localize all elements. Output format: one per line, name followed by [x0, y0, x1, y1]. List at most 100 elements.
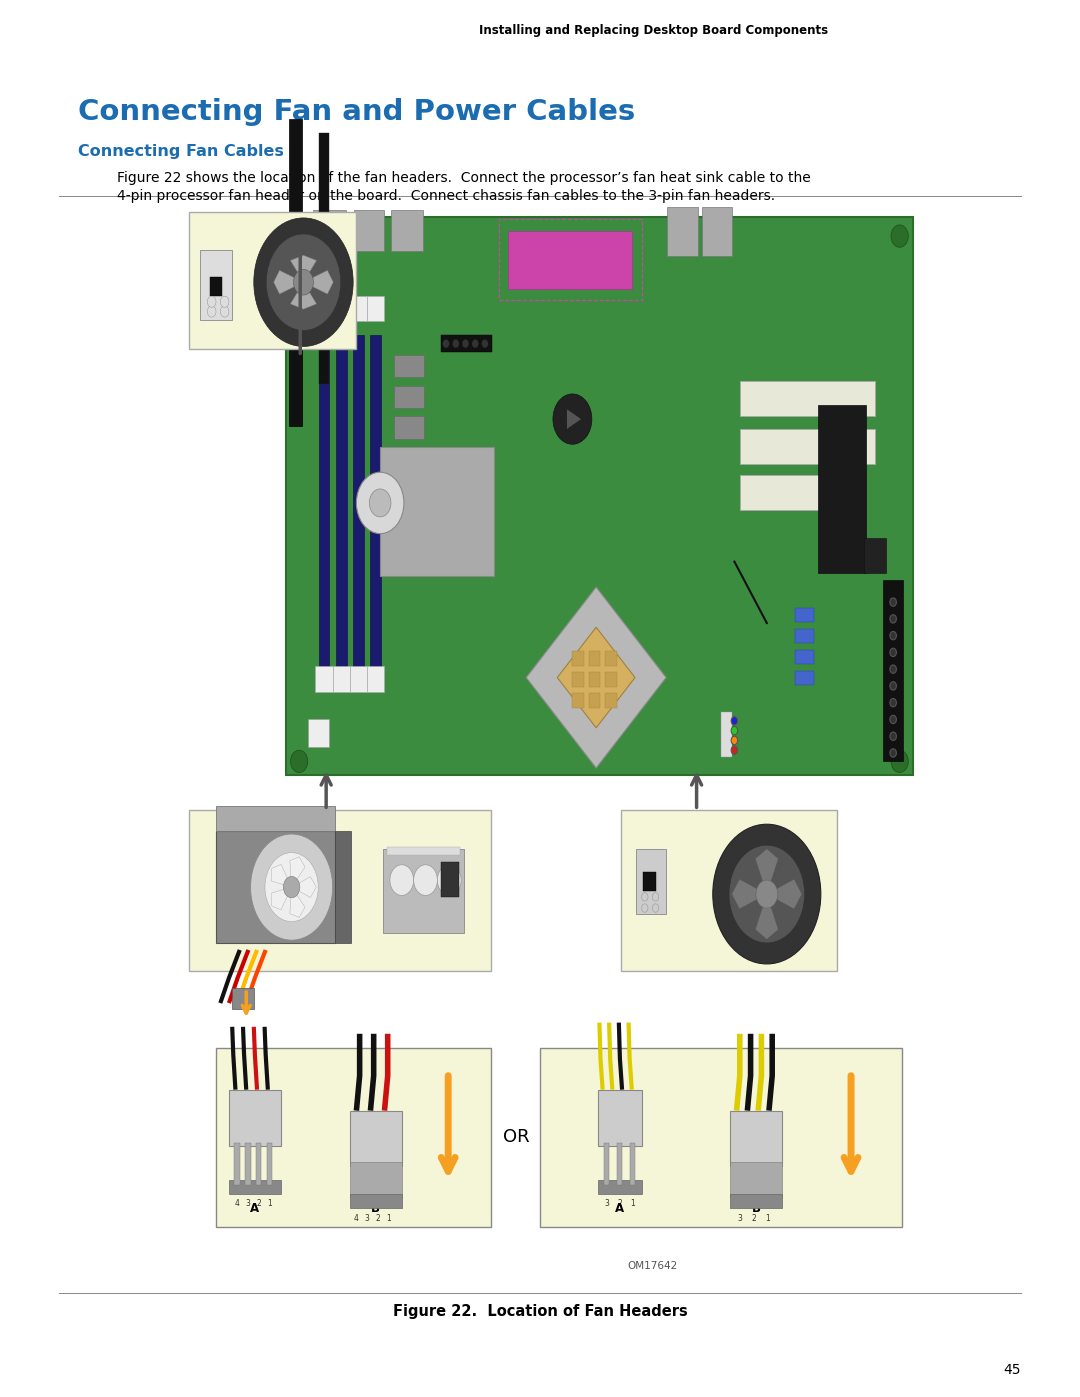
Bar	[335, 831, 351, 943]
Bar	[740, 475, 826, 510]
Text: 1: 1	[267, 1199, 272, 1207]
Circle shape	[890, 615, 896, 623]
Text: OM17642: OM17642	[627, 1260, 677, 1271]
Text: 1: 1	[387, 1214, 391, 1222]
Polygon shape	[755, 894, 779, 939]
Text: Figure 22 shows the location of the fan headers.  Connect the processor’s fan he: Figure 22 shows the location of the fan …	[117, 172, 810, 186]
Bar	[189, 810, 491, 971]
Bar	[350, 1162, 402, 1197]
Bar	[730, 1111, 782, 1166]
Circle shape	[891, 225, 908, 247]
Circle shape	[890, 598, 896, 606]
Circle shape	[291, 750, 308, 773]
Circle shape	[731, 726, 738, 735]
Bar	[216, 831, 335, 943]
Bar	[367, 666, 384, 692]
Bar	[795, 650, 814, 664]
Circle shape	[652, 904, 659, 912]
Text: 2: 2	[376, 1214, 380, 1222]
Text: 3: 3	[245, 1199, 251, 1207]
Bar	[617, 1143, 622, 1185]
Bar	[394, 447, 424, 469]
Circle shape	[265, 852, 319, 922]
Circle shape	[437, 865, 461, 895]
Polygon shape	[292, 877, 316, 897]
Bar	[210, 277, 222, 296]
Bar	[383, 849, 464, 933]
Text: 2: 2	[618, 1199, 622, 1207]
Circle shape	[891, 750, 908, 773]
Circle shape	[890, 682, 896, 690]
Bar	[313, 210, 346, 251]
Circle shape	[756, 880, 778, 908]
Bar	[234, 1143, 240, 1185]
Text: 45: 45	[1003, 1363, 1021, 1377]
Circle shape	[207, 306, 216, 317]
Bar	[818, 405, 866, 573]
Polygon shape	[567, 409, 581, 429]
Bar	[353, 335, 364, 671]
Polygon shape	[291, 256, 316, 282]
Bar	[370, 335, 381, 671]
Bar	[394, 355, 424, 377]
Text: 4: 4	[234, 1199, 240, 1207]
Bar	[380, 447, 494, 576]
Bar	[333, 666, 350, 692]
Text: 4-pin processor fan header on the board.  Connect chassis fan cables to the 3-pi: 4-pin processor fan header on the board.…	[117, 189, 774, 203]
Bar	[721, 712, 732, 757]
Bar	[636, 849, 666, 914]
Text: 1: 1	[766, 1214, 770, 1222]
Bar	[200, 250, 232, 320]
Bar	[229, 1180, 281, 1194]
Text: B: B	[372, 1203, 380, 1215]
Bar	[315, 296, 333, 321]
Bar	[387, 847, 460, 855]
Text: 3: 3	[365, 1214, 369, 1222]
Circle shape	[283, 876, 300, 898]
Bar	[315, 666, 333, 692]
Bar	[286, 217, 913, 775]
Bar	[540, 1048, 902, 1227]
Bar	[499, 219, 642, 300]
Polygon shape	[273, 271, 303, 293]
Bar	[795, 608, 814, 622]
Bar	[730, 1194, 782, 1208]
Text: Figure 22.  Location of Fan Headers: Figure 22. Location of Fan Headers	[393, 1305, 687, 1319]
Bar	[350, 1111, 402, 1166]
Circle shape	[482, 339, 488, 348]
Bar	[394, 416, 424, 439]
Bar	[350, 296, 367, 321]
Bar	[232, 988, 254, 1009]
Bar	[267, 1143, 272, 1185]
Circle shape	[642, 893, 648, 901]
Bar	[336, 335, 347, 671]
Circle shape	[369, 489, 391, 517]
Circle shape	[731, 736, 738, 745]
Bar	[598, 1180, 642, 1194]
Circle shape	[890, 665, 896, 673]
Polygon shape	[557, 627, 635, 728]
Polygon shape	[767, 879, 801, 909]
Bar	[589, 693, 600, 708]
Bar	[441, 335, 492, 352]
Bar	[333, 296, 350, 321]
Bar	[319, 335, 329, 671]
Circle shape	[251, 834, 333, 940]
Polygon shape	[271, 887, 292, 909]
Bar	[621, 810, 837, 971]
Bar	[572, 651, 584, 666]
Bar	[702, 207, 732, 256]
Circle shape	[890, 749, 896, 757]
Polygon shape	[271, 865, 292, 887]
Text: A: A	[616, 1203, 624, 1215]
Bar	[367, 296, 384, 321]
Bar	[350, 666, 367, 692]
Circle shape	[462, 339, 469, 348]
Circle shape	[890, 631, 896, 640]
Text: OR: OR	[503, 1129, 529, 1146]
Circle shape	[356, 472, 404, 534]
Text: Installing and Replacing Desktop Board Components: Installing and Replacing Desktop Board C…	[478, 24, 828, 36]
Bar	[643, 872, 656, 891]
Circle shape	[267, 233, 341, 331]
Circle shape	[890, 648, 896, 657]
